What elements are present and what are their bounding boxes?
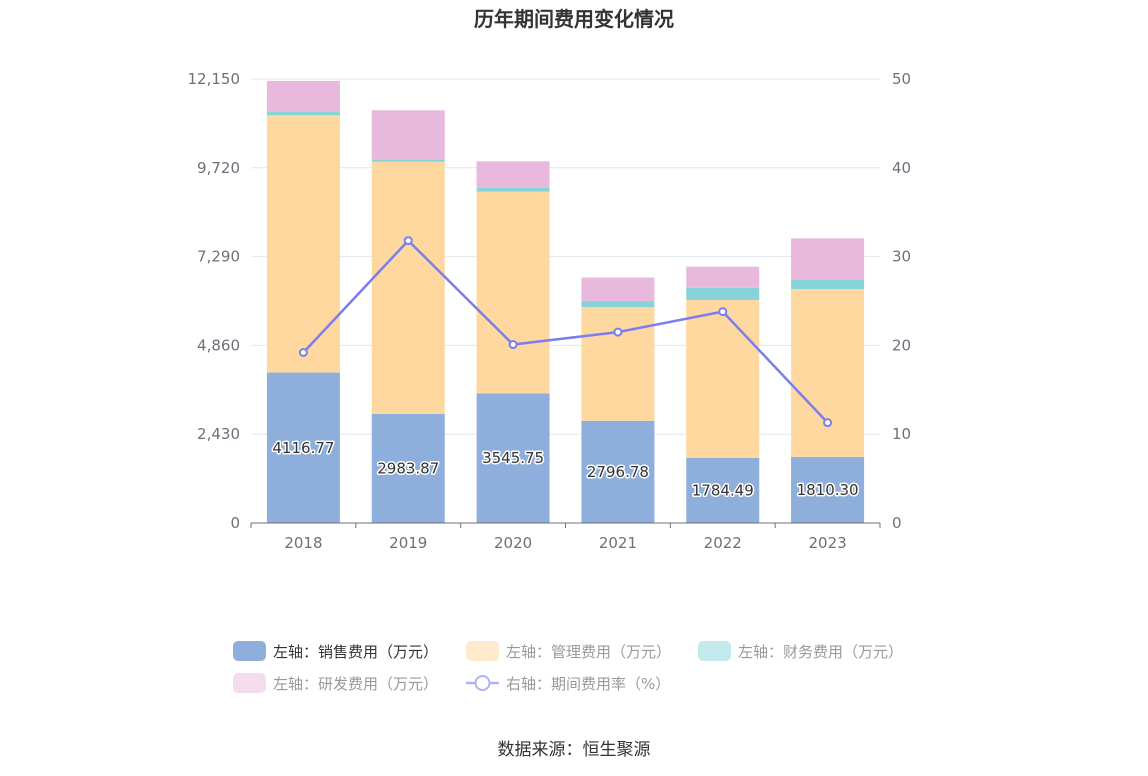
bar-segment — [581, 300, 655, 308]
bar-segment — [791, 456, 865, 523]
bar-segment — [581, 420, 655, 523]
rate-point — [508, 340, 518, 350]
x-tick-label: 2020 — [494, 534, 532, 552]
grid-lines — [251, 78, 880, 435]
legend: 左轴：销售费用（万元） 左轴：管理费用（万元） 左轴：财务费用（万元） 左轴：研发费用… — [233, 641, 903, 693]
x-axis: 2018 2019 2020 2021 2022 2023 — [250, 522, 881, 552]
bar-segment — [371, 159, 445, 162]
legend-swatch — [233, 641, 266, 661]
legend-swatch — [233, 673, 266, 693]
bar-labels: 4116.77 2983.87 3545.75 2796.78 1784.49 1810.… — [271, 437, 860, 501]
left-tick-label: 4,860 — [197, 336, 240, 354]
left-tick-label: 9,720 — [197, 159, 240, 177]
x-tick-label: 2018 — [284, 534, 322, 552]
legend-label: 左轴：财务费用（万元） — [738, 643, 903, 661]
left-tick-label: 2,430 — [197, 425, 240, 443]
bar-segment — [686, 299, 760, 458]
legend-label: 左轴：销售费用（万元） — [273, 643, 438, 661]
bar-segment — [476, 187, 550, 192]
bar-segment — [476, 191, 550, 394]
chart-title: 历年期间费用变化情况 — [474, 7, 674, 31]
bar-segment — [581, 307, 655, 421]
bar-segment — [791, 238, 865, 280]
bar-value-label: 2796.78 — [587, 463, 649, 481]
bar-segment — [476, 393, 550, 523]
right-tick-label: 0 — [892, 514, 902, 532]
legend-label: 左轴：研发费用（万元） — [273, 675, 438, 693]
rate-line-series — [298, 236, 833, 428]
bar-segment — [476, 161, 550, 188]
bar-segment — [266, 372, 340, 523]
x-tick-label: 2023 — [808, 534, 846, 552]
legend-swatch — [698, 641, 731, 661]
bar-segment — [581, 277, 655, 301]
bar-segment — [791, 279, 865, 290]
legend-label: 左轴：管理费用（万元） — [506, 643, 671, 661]
bar-segment — [266, 80, 340, 113]
right-tick-label: 20 — [892, 336, 911, 354]
bar-segment — [791, 289, 865, 457]
bar-segment — [371, 413, 445, 523]
left-tick-label: 0 — [230, 514, 240, 532]
right-tick-label: 50 — [892, 70, 911, 88]
legend-line-marker — [474, 675, 491, 691]
bar-value-label: 3545.75 — [482, 449, 544, 467]
bar-value-label: 1784.49 — [692, 481, 754, 499]
right-tick-label: 30 — [892, 248, 911, 266]
x-tick-label: 2022 — [704, 534, 742, 552]
source-note: 数据来源：恒生聚源 — [498, 740, 651, 760]
bar-segment — [686, 457, 760, 523]
bar-segment — [686, 266, 760, 288]
bar-segment — [266, 115, 340, 373]
rate-point — [298, 348, 308, 358]
x-tick-label: 2021 — [599, 534, 637, 552]
left-axis: 0 2,430 4,860 7,290 9,720 12,150 — [188, 70, 241, 532]
bar-segment — [266, 112, 340, 116]
rate-point — [613, 327, 623, 337]
rate-point — [403, 236, 413, 246]
right-axis: 0 10 20 30 40 50 — [892, 70, 911, 532]
right-tick-label: 40 — [892, 159, 911, 177]
bar-series — [266, 80, 865, 523]
rate-point — [718, 307, 728, 317]
x-tick-label: 2019 — [389, 534, 427, 552]
left-tick-label: 12,150 — [188, 70, 241, 88]
bar-segment — [686, 287, 760, 300]
legend-swatch — [466, 641, 499, 661]
bar-value-label: 2983.87 — [377, 459, 439, 477]
bar-value-label: 1810.30 — [797, 481, 859, 499]
rate-line — [302, 238, 829, 424]
legend-label: 右轴：期间费用率（%） — [506, 675, 670, 693]
bar-segment — [371, 161, 445, 414]
bar-value-label: 4116.77 — [272, 439, 334, 457]
bar-segment — [371, 110, 445, 160]
rate-point — [823, 418, 833, 428]
left-tick-label: 7,290 — [197, 248, 240, 266]
right-tick-label: 10 — [892, 425, 911, 443]
